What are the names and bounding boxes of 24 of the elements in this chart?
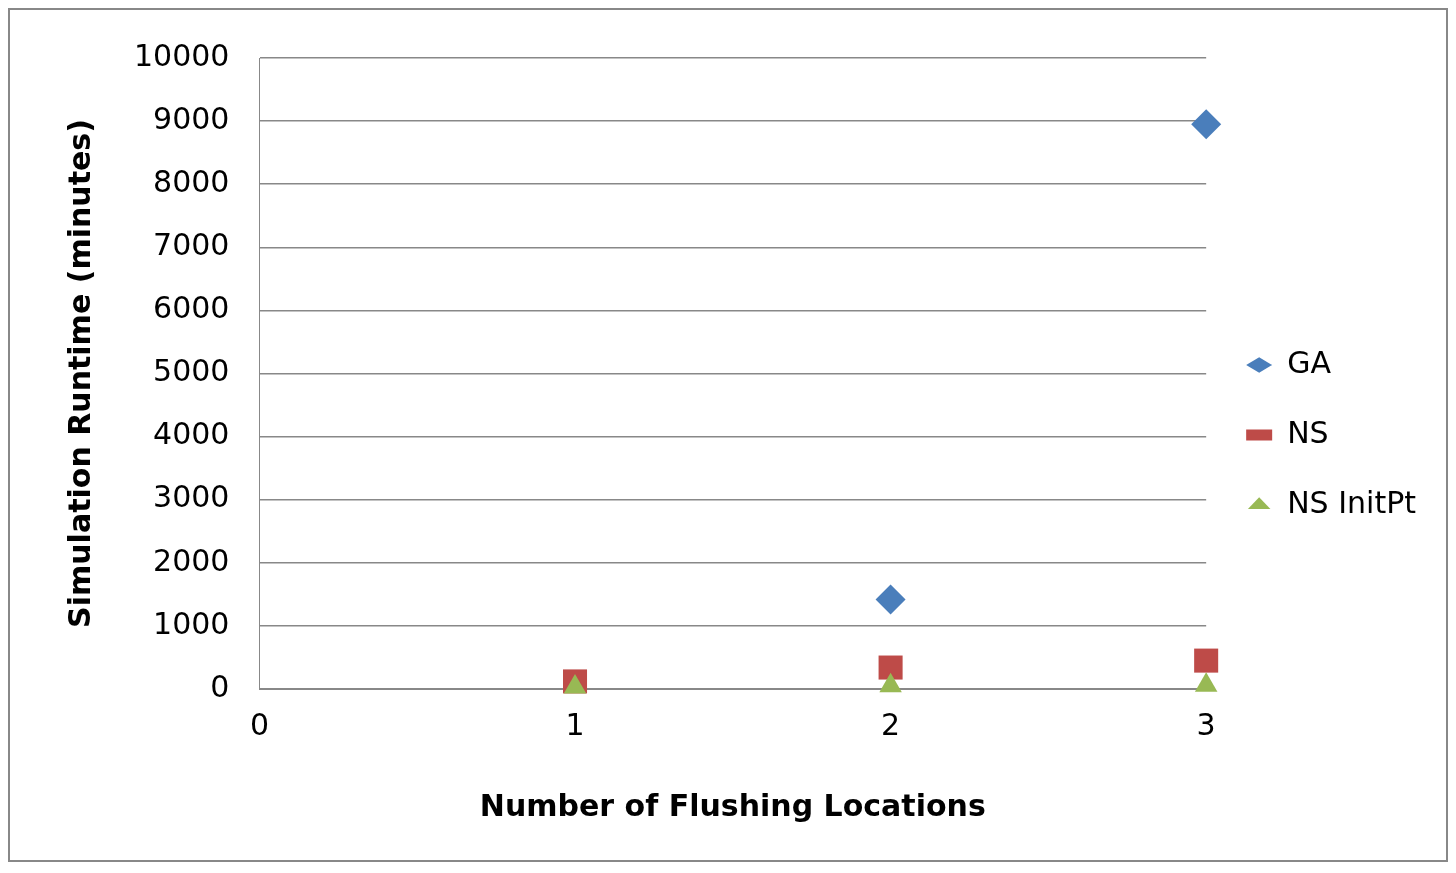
point <box>878 655 903 680</box>
y-tick-label: 3000 <box>153 479 230 515</box>
x-tick-label: 0 <box>249 706 269 742</box>
y-tick-label: 8000 <box>153 164 230 199</box>
x-tick-label: 2 <box>881 706 901 742</box>
y-tick-label: 0 <box>210 668 230 704</box>
point <box>1194 648 1219 673</box>
point <box>875 584 906 615</box>
x-tick-label: 3 <box>1196 706 1216 742</box>
y-tick-label: 9000 <box>153 100 230 136</box>
y-tick-label: 5000 <box>153 353 230 389</box>
y-tick-label: 10000 <box>134 37 230 73</box>
legend-label: NS InitPt <box>1287 484 1417 520</box>
legend-label: GA <box>1287 344 1332 380</box>
y-tick-label: 6000 <box>153 290 230 326</box>
legend-label: NS <box>1287 414 1329 450</box>
point <box>1191 109 1222 140</box>
y-tick-label: 4000 <box>153 416 230 452</box>
x-tick-label: 1 <box>565 706 585 742</box>
x-axis-title: Number of Flushing Locations <box>479 787 986 823</box>
y-tick-label: 7000 <box>153 227 230 263</box>
y-tick-label: 1000 <box>153 605 230 641</box>
y-tick-label: 2000 <box>153 542 230 578</box>
y-axis-title: Simulation Runtime (minutes) <box>61 119 97 628</box>
